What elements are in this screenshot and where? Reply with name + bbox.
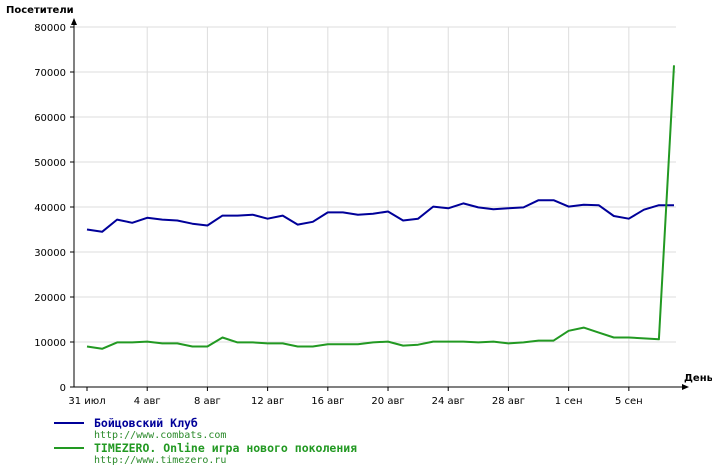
legend-url-combats[interactable]: http://www.combats.com	[94, 430, 227, 441]
y-tick-label: 20000	[34, 293, 66, 304]
x-tick-label: 16 авг	[311, 396, 344, 407]
x-axis-arrow	[682, 384, 689, 390]
axes	[70, 18, 689, 391]
x-tick-label: 28 авг	[492, 396, 525, 407]
x-axis-label: День	[684, 373, 712, 384]
legend-name-combats: Бойцовский Клуб	[94, 416, 198, 430]
legend-name-timezero: TIMEZERO. Online игра нового поколения	[94, 441, 358, 455]
legend-swatch-combats	[54, 422, 84, 424]
legend-swatch-timezero	[54, 447, 84, 449]
x-tick-labels: 31 июл 4 авг 8 авг 12 авг 16 авг 20 авг 24 авг…	[68, 396, 642, 407]
x-tick-label: 5 сен	[615, 396, 643, 407]
legend-url-timezero[interactable]: http://www.timezero.ru	[94, 455, 227, 466]
y-tick-label: 30000	[34, 248, 66, 259]
y-axis-label: Посетители	[6, 5, 74, 16]
x-tick-label: 1 сен	[555, 396, 583, 407]
y-tick-label: 80000	[34, 23, 66, 34]
y-tick-label: 40000	[34, 203, 66, 214]
series-lines	[86, 65, 675, 350]
y-tick-label: 70000	[34, 68, 66, 79]
series-line-1	[86, 65, 675, 350]
y-axis-arrow	[71, 18, 77, 25]
series-line-0	[86, 199, 674, 233]
x-tick-label: 4 авг	[134, 396, 161, 407]
x-tick-label: 20 авг	[371, 396, 404, 407]
y-tick-label: 0	[60, 383, 66, 394]
x-tick-label: 12 авг	[251, 396, 284, 407]
legend: Бойцовский Клуб http://www.combats.com T…	[54, 416, 357, 466]
x-tick-label: 8 авг	[194, 396, 221, 407]
y-tick-labels: 0 10000 20000 30000 40000 50000 60000 70000 8000…	[34, 23, 66, 394]
y-tick-label: 10000	[34, 338, 66, 349]
y-tick-label: 60000	[34, 113, 66, 124]
visitors-chart: Посетители День 0 10000 20000 30000 40000 500…	[6, 5, 712, 407]
x-tick-label: 31 июл	[68, 396, 105, 407]
x-tick-label: 24 авг	[432, 396, 465, 407]
grid-lines	[74, 26, 676, 387]
y-tick-label: 50000	[34, 158, 66, 169]
